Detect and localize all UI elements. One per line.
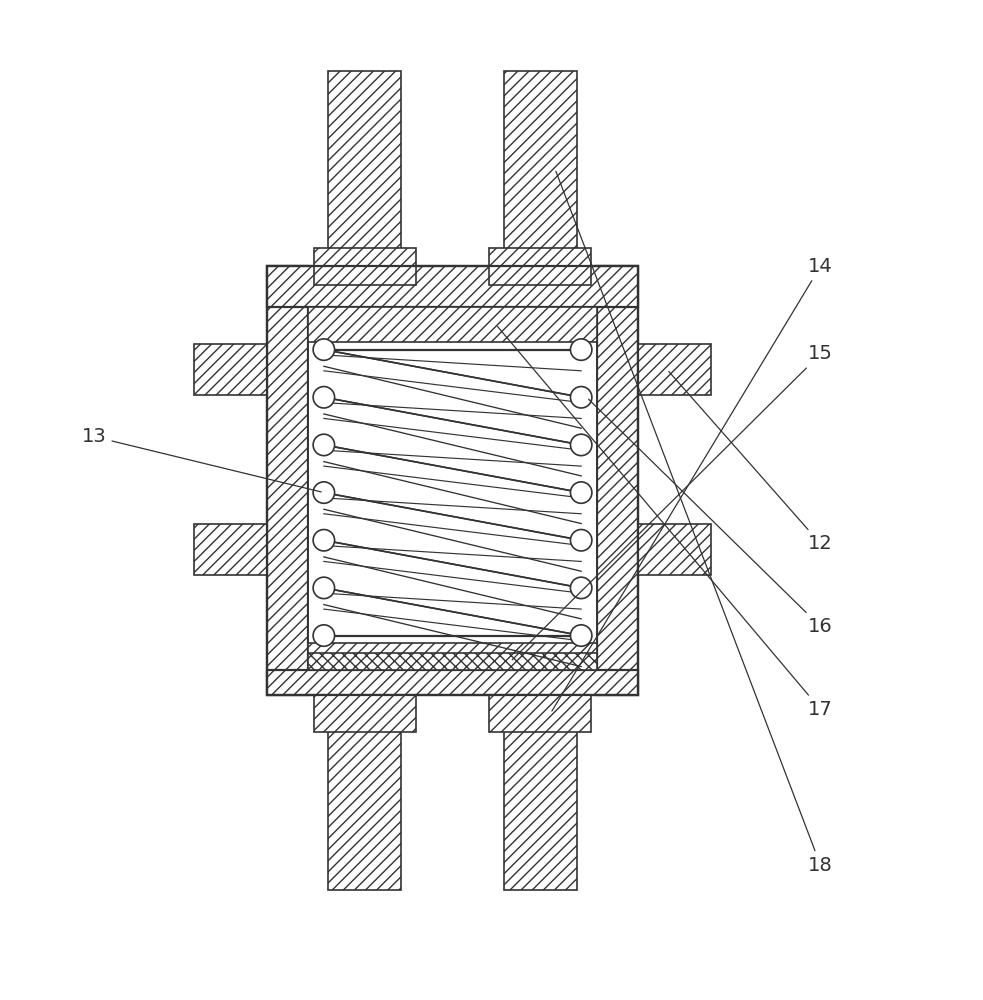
Bar: [490, 695, 592, 732]
Bar: [309, 307, 597, 670]
Text: 16: 16: [589, 399, 833, 636]
Bar: [309, 653, 597, 670]
Bar: [267, 266, 638, 307]
Bar: [309, 307, 597, 670]
Bar: [195, 344, 267, 395]
Bar: [503, 695, 577, 890]
Bar: [328, 71, 401, 266]
Bar: [490, 248, 592, 285]
Text: 12: 12: [668, 371, 833, 553]
Bar: [195, 524, 267, 575]
Circle shape: [570, 530, 592, 551]
Circle shape: [570, 339, 592, 360]
Text: 13: 13: [82, 427, 321, 492]
Circle shape: [314, 339, 334, 360]
Text: 15: 15: [512, 344, 834, 660]
Circle shape: [570, 625, 592, 646]
Bar: [503, 71, 577, 266]
Bar: [267, 670, 638, 695]
Bar: [311, 343, 595, 642]
Circle shape: [314, 530, 334, 551]
Bar: [267, 266, 309, 695]
Bar: [314, 695, 416, 732]
Text: 17: 17: [497, 327, 833, 719]
Bar: [314, 248, 416, 285]
Text: 14: 14: [551, 257, 833, 711]
Bar: [638, 344, 711, 395]
Bar: [328, 695, 401, 890]
Circle shape: [314, 625, 334, 646]
Circle shape: [570, 387, 592, 408]
Bar: [267, 266, 638, 695]
Circle shape: [314, 434, 334, 456]
Text: 18: 18: [555, 171, 833, 875]
Circle shape: [570, 482, 592, 503]
Circle shape: [314, 387, 334, 408]
Circle shape: [570, 577, 592, 599]
Bar: [638, 524, 711, 575]
Bar: [309, 307, 597, 342]
Bar: [309, 643, 597, 670]
Circle shape: [314, 577, 334, 599]
Circle shape: [314, 482, 334, 503]
Circle shape: [570, 434, 592, 456]
Bar: [597, 266, 638, 695]
